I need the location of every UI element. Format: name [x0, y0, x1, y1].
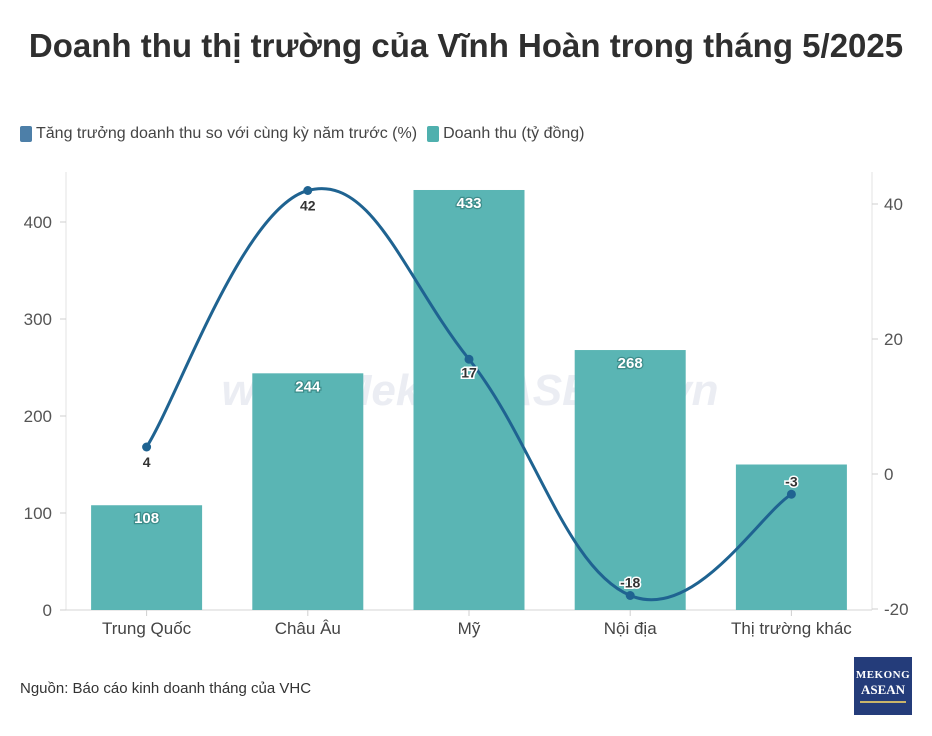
- chart-title: Doanh thu thị trường của Vĩnh Hoàn trong…: [28, 27, 904, 64]
- logo-line-1: MEKONG: [855, 669, 911, 681]
- x-tick-label: Thị trường khác: [731, 619, 852, 638]
- growth-point: [786, 489, 796, 499]
- y-left-tick-label: 400: [24, 213, 52, 232]
- legend-item-growth[interactable]: Tăng trưởng doanh thu so với cùng kỳ năm…: [20, 125, 417, 143]
- y-left-tick-label: 100: [24, 504, 52, 523]
- x-tick-label: Trung Quốc: [102, 619, 192, 638]
- growth-data-label: 4: [143, 454, 151, 470]
- legend-item-revenue[interactable]: Doanh thu (tỷ đồng): [427, 125, 584, 143]
- bar: [252, 373, 364, 610]
- logo-rule: [860, 701, 906, 703]
- x-tick-label: Mỹ: [458, 619, 481, 638]
- growth-point: [625, 591, 635, 600]
- growth-point: [142, 442, 152, 452]
- bar-data-label: 108: [134, 510, 159, 527]
- y-left-tick-label: 300: [24, 310, 52, 329]
- bar-data-label: 268: [618, 355, 643, 372]
- y-left-tick-label: 0: [43, 601, 52, 620]
- legend: Tăng trưởng doanh thu so với cùng kỳ năm…: [20, 125, 594, 143]
- y-right-tick-label: -20: [884, 600, 909, 619]
- source-note: Nguồn: Báo cáo kinh doanh tháng của VHC: [20, 680, 312, 697]
- legend-swatch-growth: [20, 126, 32, 142]
- y-left-tick-label: 200: [24, 407, 52, 426]
- x-tick-label: Châu Âu: [275, 619, 341, 638]
- growth-data-label: -3: [785, 473, 798, 489]
- x-tick-label: Nội địa: [604, 619, 657, 638]
- bar-data-label: 433: [456, 195, 481, 212]
- legend-swatch-revenue: [427, 126, 440, 142]
- growth-data-label: 17: [461, 364, 477, 380]
- bar: [735, 464, 847, 610]
- y-right-tick-label: 40: [884, 195, 903, 214]
- y-right-tick-label: 20: [884, 330, 903, 349]
- bar: [574, 350, 686, 610]
- growth-point: [464, 354, 474, 364]
- growth-point: [303, 186, 313, 195]
- legend-label-revenue: Doanh thu (tỷ đồng): [443, 125, 585, 142]
- logo-line-2: ASEAN: [860, 682, 906, 697]
- bar: [413, 189, 525, 611]
- bar: [91, 505, 203, 610]
- bar-data-label: 244: [295, 378, 321, 395]
- y-right-tick-label: 0: [884, 465, 893, 484]
- growth-data-label: 42: [300, 198, 316, 214]
- brand-logo: MEKONG ASEAN: [854, 657, 912, 715]
- growth-data-label: -18: [620, 575, 640, 591]
- legend-label-growth: Tăng trưởng doanh thu so với cùng kỳ năm…: [36, 125, 418, 142]
